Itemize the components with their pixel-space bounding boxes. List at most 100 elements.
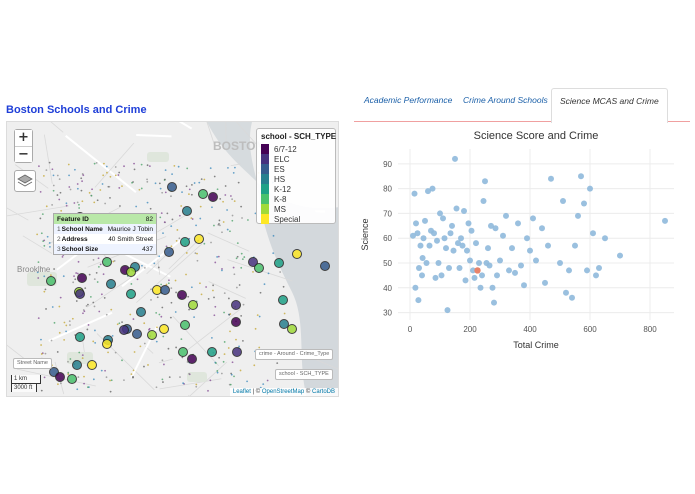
scatter-point[interactable] bbox=[492, 225, 499, 232]
scatter-point[interactable] bbox=[470, 267, 476, 274]
school-marker[interactable] bbox=[126, 289, 136, 299]
scatter-point[interactable] bbox=[419, 255, 426, 262]
school-marker[interactable] bbox=[292, 249, 302, 259]
school-marker[interactable] bbox=[207, 347, 217, 357]
school-marker[interactable] bbox=[320, 261, 330, 271]
school-marker[interactable] bbox=[46, 276, 56, 286]
scatter-point[interactable] bbox=[417, 242, 424, 249]
scatter-point[interactable] bbox=[450, 247, 457, 254]
scatter-point[interactable] bbox=[569, 294, 575, 301]
scatter-point[interactable] bbox=[437, 210, 443, 217]
school-marker[interactable] bbox=[55, 372, 65, 382]
scatter-point[interactable] bbox=[497, 257, 503, 264]
scatter-point[interactable] bbox=[435, 260, 442, 266]
scatter-point[interactable] bbox=[506, 267, 512, 274]
scatter-point[interactable] bbox=[491, 299, 497, 306]
school-marker[interactable] bbox=[72, 360, 82, 370]
scatter-point[interactable] bbox=[503, 212, 509, 219]
scatter-point[interactable] bbox=[515, 220, 521, 227]
school-marker[interactable] bbox=[119, 325, 129, 335]
scatter-point[interactable] bbox=[432, 274, 439, 281]
layers-button[interactable] bbox=[14, 170, 36, 192]
school-marker[interactable] bbox=[147, 330, 157, 340]
scatter-point[interactable] bbox=[441, 235, 448, 242]
tab-crime-around-schools[interactable]: Crime Around Schools bbox=[463, 95, 548, 105]
school-marker[interactable] bbox=[102, 257, 112, 267]
scatter-point[interactable] bbox=[456, 264, 463, 271]
scatter-point[interactable] bbox=[593, 272, 599, 279]
layer-chip-school[interactable]: school - SCH_TYPE bbox=[275, 369, 333, 380]
scatter-point[interactable] bbox=[524, 235, 530, 242]
scatter-point[interactable] bbox=[446, 264, 452, 271]
scatter-point[interactable] bbox=[572, 242, 578, 249]
scatter-point[interactable] bbox=[414, 230, 421, 237]
school-marker[interactable] bbox=[160, 285, 170, 295]
school-marker[interactable] bbox=[248, 257, 258, 267]
school-marker[interactable] bbox=[177, 290, 187, 300]
school-marker[interactable] bbox=[87, 360, 97, 370]
school-marker[interactable] bbox=[75, 332, 85, 342]
school-marker[interactable] bbox=[136, 307, 146, 317]
scatter-point[interactable] bbox=[581, 200, 587, 207]
scatter-point[interactable] bbox=[429, 185, 436, 192]
scatter-point[interactable] bbox=[557, 260, 563, 266]
scatter-point[interactable] bbox=[468, 227, 475, 234]
school-marker[interactable] bbox=[102, 339, 112, 349]
scatter-point[interactable] bbox=[518, 262, 524, 269]
scatter-point[interactable] bbox=[419, 272, 425, 279]
school-marker[interactable] bbox=[254, 263, 264, 273]
carto-link[interactable]: CartoDB bbox=[311, 389, 335, 395]
scatter-point[interactable] bbox=[411, 190, 418, 197]
school-marker[interactable] bbox=[164, 247, 174, 257]
school-marker[interactable] bbox=[231, 317, 241, 327]
scatter-point[interactable] bbox=[444, 307, 451, 314]
scatter-point[interactable] bbox=[471, 274, 478, 281]
scatter-point[interactable] bbox=[584, 267, 590, 274]
scatter-point[interactable] bbox=[467, 257, 473, 264]
school-marker[interactable] bbox=[132, 329, 142, 339]
scatter-point[interactable] bbox=[530, 215, 536, 222]
school-marker[interactable] bbox=[106, 279, 116, 289]
scatter-point[interactable] bbox=[566, 267, 572, 274]
scatter-point[interactable] bbox=[494, 272, 500, 279]
scatter-point[interactable] bbox=[548, 175, 554, 182]
scatter-point[interactable] bbox=[542, 279, 548, 286]
osm-link[interactable]: OpenStreetMap bbox=[261, 389, 305, 395]
school-marker[interactable] bbox=[232, 347, 242, 357]
scatter-point[interactable] bbox=[415, 297, 422, 304]
school-marker[interactable] bbox=[75, 289, 85, 299]
school-marker[interactable] bbox=[67, 374, 77, 384]
scatter-point[interactable] bbox=[500, 232, 506, 239]
zoom-out-button[interactable]: − bbox=[15, 146, 32, 162]
scatter-point[interactable] bbox=[596, 264, 602, 271]
scatter-point[interactable] bbox=[449, 222, 455, 229]
school-marker[interactable] bbox=[194, 234, 204, 244]
scatter-point[interactable] bbox=[545, 242, 551, 249]
scatter-point[interactable] bbox=[533, 257, 539, 264]
scatter-point[interactable] bbox=[477, 284, 484, 291]
school-marker[interactable] bbox=[182, 206, 192, 216]
scatter-point[interactable] bbox=[617, 252, 623, 259]
scatter-point[interactable] bbox=[434, 237, 440, 244]
school-marker[interactable] bbox=[188, 300, 198, 310]
scatter-point[interactable] bbox=[486, 262, 493, 269]
leaflet-map[interactable]: BOSTON Brookline + − school - SCH_TYPE 6/… bbox=[6, 121, 339, 397]
school-marker[interactable] bbox=[208, 192, 218, 202]
scatter-point[interactable] bbox=[473, 240, 479, 247]
scatter-point[interactable] bbox=[416, 264, 422, 271]
scatter-point[interactable] bbox=[485, 245, 491, 252]
scatter-point[interactable] bbox=[425, 188, 431, 195]
scatter-point[interactable] bbox=[602, 235, 608, 242]
scatter-point[interactable] bbox=[438, 272, 445, 279]
scatter-point[interactable] bbox=[465, 220, 472, 227]
scatter-point[interactable] bbox=[480, 198, 487, 205]
highlighted-point[interactable] bbox=[474, 267, 481, 274]
scatter-point[interactable] bbox=[422, 217, 428, 224]
school-marker[interactable] bbox=[231, 300, 241, 310]
school-marker[interactable] bbox=[126, 267, 136, 277]
scatter-point[interactable] bbox=[482, 178, 488, 185]
scatter-point[interactable] bbox=[431, 230, 437, 237]
scatter-point[interactable] bbox=[459, 242, 466, 249]
school-marker[interactable] bbox=[180, 237, 190, 247]
school-marker[interactable] bbox=[187, 354, 197, 364]
